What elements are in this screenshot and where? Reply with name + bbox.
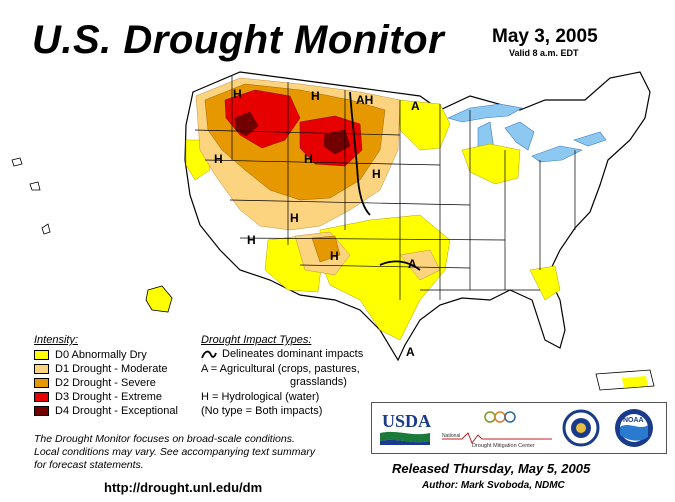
legend-label: D0 Abnormally Dry bbox=[55, 349, 147, 361]
state-borders bbox=[194, 76, 576, 300]
legend-label: D4 Drought - Exceptional bbox=[55, 405, 178, 417]
impact-boundary-lines bbox=[349, 91, 421, 271]
note-line-2: Local conditions may vary. See accompany… bbox=[34, 446, 316, 458]
ndmc-word-2: Drought Mitigation Center bbox=[472, 443, 535, 449]
d1-swatch bbox=[34, 364, 49, 374]
valid-time: Valid 8 a.m. EDT bbox=[509, 48, 579, 58]
website-link[interactable]: http://drought.unl.edu/dm bbox=[104, 480, 263, 495]
map-label-hydro-6: H bbox=[290, 211, 299, 225]
partner-logos: USDA National Drought Mitigation Center … bbox=[371, 402, 667, 454]
disclaimer-note: The Drought Monitor focuses on broad-sca… bbox=[34, 433, 315, 472]
legend-item-d4: D4 Drought - Exceptional bbox=[34, 404, 178, 418]
legend-label: D2 Drought - Severe bbox=[55, 377, 156, 389]
impact-hydro: H = Hydrological (water) bbox=[201, 391, 320, 403]
hawaii bbox=[11, 157, 173, 313]
map-label-hydro-3: H bbox=[214, 152, 223, 166]
intensity-legend: D0 Abnormally Dry D1 Drought - Moderate … bbox=[34, 348, 178, 418]
legend-item-d0: D0 Abnormally Dry bbox=[34, 348, 178, 362]
map-label-agri-1: A bbox=[411, 99, 420, 113]
logos-svg: USDA National Drought Mitigation Center … bbox=[380, 409, 653, 449]
map-label-hydro-4: H bbox=[304, 152, 313, 166]
map-label-hydro-5: H bbox=[372, 167, 381, 181]
note-line-3: for forecast statements. bbox=[34, 459, 144, 471]
page-title: U.S. Drought Monitor bbox=[32, 18, 445, 62]
usda-logo-icon: USDA bbox=[380, 411, 431, 445]
map-date: May 3, 2005 bbox=[492, 26, 598, 47]
map-label-hydro-2: H bbox=[311, 89, 320, 103]
legend-label: D1 Drought - Moderate bbox=[55, 363, 168, 375]
intensity-heading: Intensity: bbox=[34, 334, 79, 346]
impact-heading: Drought Impact Types: bbox=[201, 334, 312, 346]
note-line-1: The Drought Monitor focuses on broad-sca… bbox=[34, 433, 295, 445]
map-label-hydro-7: H bbox=[247, 233, 256, 247]
noaa-logo-icon: NOAA bbox=[615, 409, 653, 447]
map-label-hydro-8: H bbox=[330, 249, 339, 263]
impact-agri-line2: grasslands) bbox=[290, 376, 347, 388]
legend-item-d1: D1 Drought - Moderate bbox=[34, 362, 178, 376]
d4-regions bbox=[234, 111, 351, 155]
usda-text: USDA bbox=[382, 411, 431, 431]
impact-line-desc: Delineates dominant impacts bbox=[222, 348, 364, 360]
d4-swatch bbox=[34, 406, 49, 416]
impact-agri-line1: A = Agricultural (crops, pastures, bbox=[201, 363, 360, 375]
map-label-agri-2: A bbox=[408, 257, 417, 271]
ndmc-word-1: National bbox=[442, 433, 460, 439]
legend-item-d2: D2 Drought - Severe bbox=[34, 376, 178, 390]
map-label-agri-3: A bbox=[406, 345, 415, 359]
d0-swatch bbox=[34, 350, 49, 360]
map-label-hydro-1: H bbox=[233, 87, 242, 101]
doc-seal-icon bbox=[562, 409, 600, 447]
impact-line-icon bbox=[201, 350, 217, 359]
d2-swatch bbox=[34, 378, 49, 388]
map-label-ah: AH bbox=[356, 93, 373, 107]
legend-item-d3: D3 Drought - Extreme bbox=[34, 390, 178, 404]
legend-label: D3 Drought - Extreme bbox=[55, 391, 162, 403]
author: Author: Mark Svoboda, NDMC bbox=[422, 480, 565, 491]
noaa-text: NOAA bbox=[623, 417, 644, 424]
d3-swatch bbox=[34, 392, 49, 402]
impact-both: (No type = Both impacts) bbox=[201, 405, 323, 417]
release-date: Released Thursday, May 5, 2005 bbox=[392, 461, 591, 476]
ndmc-logo-icon: National Drought Mitigation Center bbox=[442, 411, 552, 449]
puerto-rico-d0 bbox=[622, 376, 648, 388]
